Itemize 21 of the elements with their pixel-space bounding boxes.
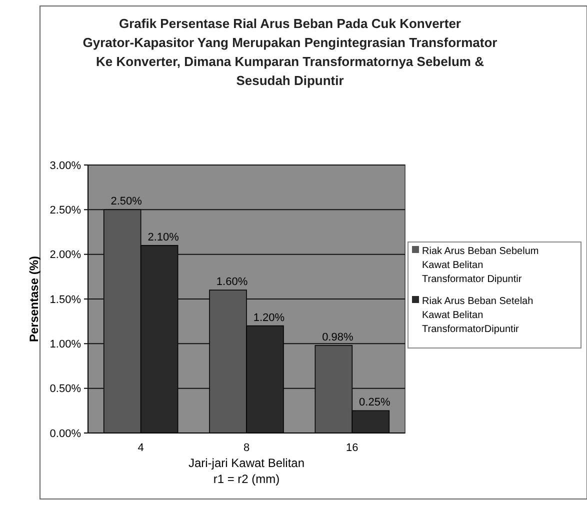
x-tick-label: 8 <box>243 442 250 454</box>
y-tick-label: 2.00% <box>50 249 82 262</box>
chart-title: Grafik Persentase Rial Arus Beban Pada Cuk Konverter Gyrator-Kapasitor Yang Merupakan Pengintegrasian Transformator Ke Konverter, Dimana Kumparan Transformatornya Sebelum & Sesudah Dipuntir <box>82 16 498 88</box>
legend-label: Riak Arus Beban Sebelum Kawat Belitan Transformator Dipuntir <box>422 246 539 285</box>
y-tick-label: 2.50% <box>50 204 82 217</box>
y-tick-label: 1.50% <box>50 294 82 306</box>
data-label: 0.98% <box>322 331 354 344</box>
y-axis-title: Persentase (%) <box>27 256 41 342</box>
legend-label: Riak Arus Beban Setelah Kawat Belitan TransformatorDipuntir <box>422 296 534 335</box>
y-tick-label: 0.00% <box>50 428 82 440</box>
x-axis-title: Jari-jari Kawat Belitan r1 = r2 (mm) <box>188 456 305 486</box>
data-label: 0.25% <box>359 396 390 409</box>
data-label: 2.50% <box>110 196 142 208</box>
y-tick-label: 1.00% <box>50 338 82 351</box>
data-label: 2.10% <box>148 231 180 244</box>
x-tick-label: 4 <box>138 442 144 454</box>
y-tick-label: 3.00% <box>50 160 82 172</box>
x-tick-label: 16 <box>346 442 358 454</box>
data-label: 1.60% <box>216 276 248 288</box>
data-label: 1.20% <box>253 312 285 324</box>
y-tick-label: 0.50% <box>50 383 82 396</box>
